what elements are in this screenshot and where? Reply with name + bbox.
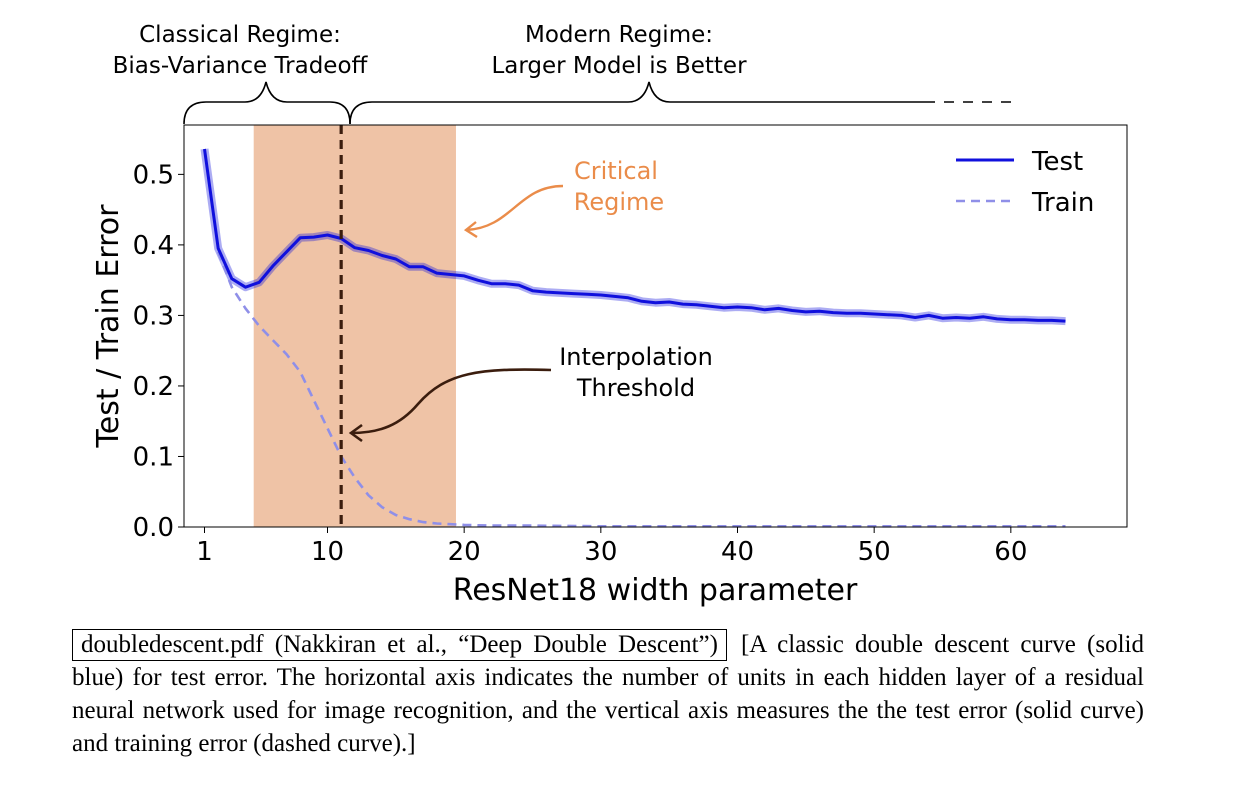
legend: Test Train [956, 147, 1094, 218]
x-tick-label: 30 [584, 537, 617, 567]
legend-train-label: Train [1031, 188, 1094, 218]
train-error-line [216, 251, 1066, 528]
critical-regime-arrow [465, 184, 564, 232]
x-tick-label: 60 [994, 537, 1027, 567]
caption-description: [A classic double descent curve (solid b… [72, 631, 1145, 757]
plot-frame [183, 124, 1128, 528]
x-tick-label: 20 [448, 537, 481, 567]
classical-regime-label-line2: Bias-Variance Tradeoff [113, 53, 369, 79]
y-tick-label: 0.5 [133, 160, 174, 190]
x-tick-label: 1 [196, 537, 213, 567]
x-axis-label: ResNet18 width parameter [453, 573, 858, 608]
critical-regime-label-line1: Critical [574, 157, 658, 185]
double-descent-chart: 1 10 20 30 40 50 60 0.0 0.1 0.2 0.3 0.4 0.5 ResNet1… [91, 22, 1128, 608]
y-tick-label: 0.0 [133, 513, 174, 543]
modern-regime-brace [349, 81, 925, 125]
critical-regime-band [253, 125, 456, 527]
interpolation-threshold-arrow [350, 368, 552, 435]
test-error-line [203, 148, 1066, 323]
classical-regime-label-line1: Classical Regime: [139, 22, 341, 48]
interpolation-threshold-arrowhead [348, 423, 363, 443]
y-tick-label: 0.2 [133, 372, 174, 402]
x-tick-label: 40 [721, 537, 754, 567]
modern-regime-label-line2: Larger Model is Better [491, 53, 747, 79]
interpolation-threshold-label-line2: Threshold [576, 374, 695, 402]
y-tick-label: 0.4 [133, 231, 174, 261]
figure-caption: doubledescent.pdf (Nakkiran et al., “Dee… [72, 628, 1144, 760]
y-axis-ticks: 0.0 0.1 0.2 0.3 0.4 0.5 [133, 160, 184, 543]
x-tick-label: 10 [311, 537, 344, 567]
interpolation-threshold-label-line1: Interpolation [559, 343, 713, 371]
legend-test-label: Test [1031, 147, 1083, 177]
critical-regime-label-line2: Regime [574, 188, 664, 216]
modern-regime-label-line1: Modern Regime: [525, 22, 713, 48]
critical-regime-arrowhead [463, 221, 478, 239]
y-tick-label: 0.3 [133, 301, 174, 331]
classical-regime-brace [183, 81, 351, 125]
x-axis-ticks: 1 10 20 30 40 50 60 [196, 527, 1027, 567]
caption-filename-box: doubledescent.pdf (Nakkiran et al., “Dee… [72, 629, 727, 661]
y-axis-label: Test / Train Error [91, 204, 126, 449]
y-tick-label: 0.1 [133, 442, 174, 472]
x-tick-label: 50 [858, 537, 891, 567]
